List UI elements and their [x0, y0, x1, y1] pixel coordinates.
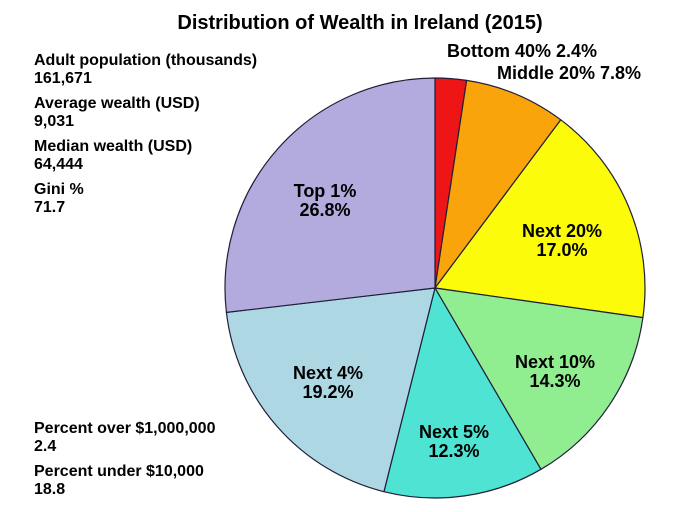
pie-slice-next-20 — [434, 119, 646, 319]
stat-row-percent-under-10k: Percent under $10,000 18.8 — [34, 463, 215, 499]
stat-label: Percent over $1,000,000 — [34, 420, 216, 437]
stat-label: Gini % — [34, 181, 84, 198]
stat-row-median-wealth: Median wealth (USD) 64,444 — [34, 138, 257, 174]
stat-value: 9,031 — [34, 113, 75, 130]
stat-value: 18.8 — [34, 481, 66, 498]
pie-slice-label: 17.0% — [536, 240, 587, 260]
pie-slice-next-10 — [434, 287, 644, 470]
stat-label: Adult population (thousands) — [34, 52, 258, 69]
stat-value: 2.4 — [34, 438, 57, 455]
pie-slice-label: Top 1% — [294, 181, 357, 201]
stats-bottom-left: Percent over $1,000,000 2.4 Percent unde… — [34, 420, 215, 506]
stat-label: Percent under $10,000 — [34, 463, 204, 480]
stat-label: Average wealth (USD) — [34, 95, 200, 112]
pie-slice-label: Next 5% — [419, 422, 489, 442]
pie-slice-label: Next 20% — [522, 221, 602, 241]
pie-slice-next-4 — [225, 287, 436, 493]
stat-value: 161,671 — [34, 70, 92, 87]
pie-slice-top-1 — [224, 77, 436, 313]
stats-top-left: Adult population (thousands) 161,671 Ave… — [34, 52, 257, 224]
pie-slice-label: 19.2% — [302, 382, 353, 402]
pie-slice-label: Middle 20% 7.8% — [497, 63, 641, 83]
stat-value: 64,444 — [34, 156, 83, 173]
chart-title: Distribution of Wealth in Ireland (2015) — [177, 12, 543, 34]
pie-slice-label: Bottom 40% 2.4% — [447, 41, 597, 61]
stat-value: 71.7 — [34, 199, 66, 216]
pie-slice-label: 26.8% — [299, 200, 350, 220]
stat-row-percent-over-million: Percent over $1,000,000 2.4 — [34, 420, 215, 456]
stat-row-adult-population: Adult population (thousands) 161,671 — [34, 52, 257, 88]
pie-slice-middle-20 — [434, 79, 562, 289]
pie-slice-label: 14.3% — [529, 371, 580, 391]
stat-label: Median wealth (USD) — [34, 138, 193, 155]
pie-slice-label: 12.3% — [428, 441, 479, 461]
pie-slice-label: Next 4% — [293, 363, 363, 383]
pie-slice-next-5 — [383, 287, 542, 499]
stat-row-gini: Gini % 71.7 — [34, 181, 257, 217]
stat-row-average-wealth: Average wealth (USD) 9,031 — [34, 95, 257, 131]
pie-slice-label: Next 10% — [515, 352, 595, 372]
